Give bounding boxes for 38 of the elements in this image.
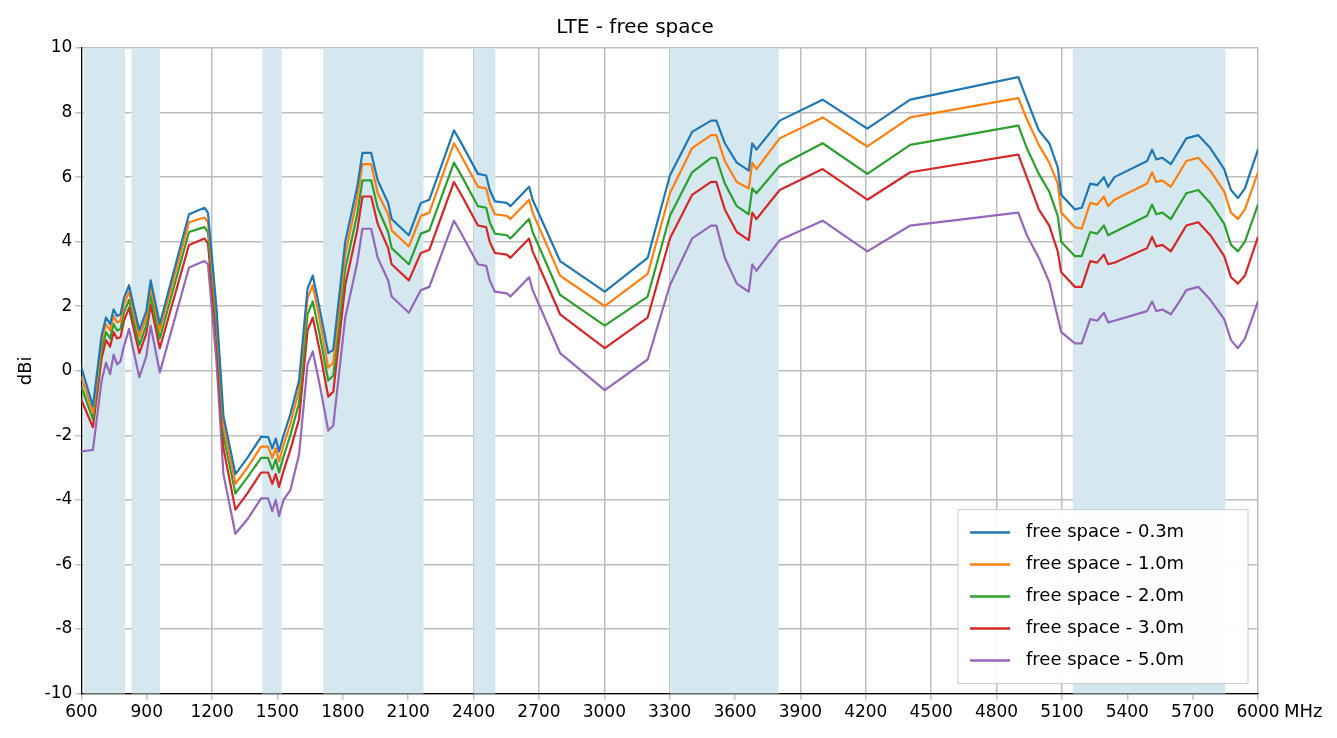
x-tick-label: 3900: [778, 701, 823, 722]
x-tick-label: 6000: [1236, 701, 1280, 722]
x-tick-label: 900: [130, 701, 163, 722]
x-tick-label: 1200: [190, 701, 234, 722]
x-tick-label: 5700: [1171, 701, 1215, 722]
x-tick-label: 2700: [517, 701, 561, 722]
x-tick-label: 3000: [582, 701, 626, 722]
x-tick-label: 2100: [386, 701, 430, 722]
x-tick-label: 1800: [321, 701, 365, 722]
y-tick-label: -4: [55, 488, 73, 509]
x-tick-label: 600: [65, 701, 98, 722]
x-tick-label: 3300: [648, 701, 692, 722]
y-tick-label: -2: [55, 423, 73, 444]
legend-label: free space - 1.0m: [1026, 552, 1185, 574]
y-tick-label: 6: [61, 165, 73, 186]
y-tick-label: 4: [61, 230, 73, 251]
chart-title: LTE - free space: [556, 14, 714, 39]
legend-label: free space - 2.0m: [1026, 584, 1185, 606]
y-tick-label: 2: [61, 294, 73, 315]
x-tick-label: 1500: [255, 701, 300, 722]
x-tick-label: 5100: [1040, 701, 1084, 722]
y-tick-label: -10: [44, 682, 73, 703]
legend-label: free space - 3.0m: [1026, 616, 1185, 638]
x-tick-label: 4200: [844, 701, 888, 722]
legend-label: free space - 5.0m: [1026, 648, 1185, 670]
y-tick-label: 8: [61, 100, 73, 121]
x-tick-label: 5400: [1105, 701, 1149, 722]
legend-label: free space - 0.3m: [1026, 520, 1185, 542]
x-tick-label: 3600: [713, 701, 757, 722]
y-tick-label: 0: [61, 359, 73, 380]
y-tick-label: -6: [55, 552, 73, 573]
y-tick-label: -8: [55, 617, 73, 638]
x-tick-label: 4800: [974, 701, 1019, 722]
y-axis-title: dBi: [14, 356, 36, 386]
y-tick-label: 10: [50, 36, 73, 57]
x-tick-label: 4500: [909, 701, 953, 722]
x-axis-title: MHz: [1284, 700, 1323, 722]
x-tick-label: 2400: [451, 701, 496, 722]
